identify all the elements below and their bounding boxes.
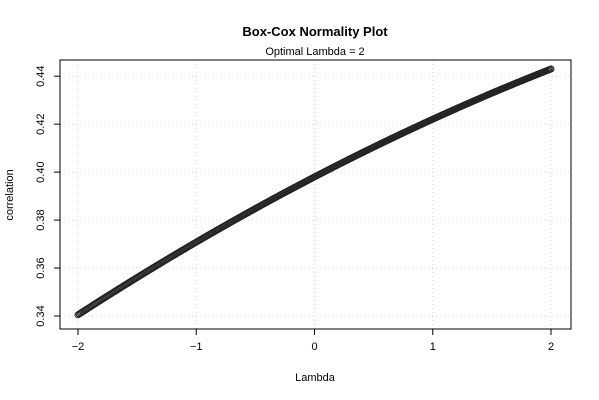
y-tick-label-0: 0.34 <box>35 305 47 326</box>
data-point <box>547 65 555 73</box>
plot-frame <box>59 59 572 330</box>
y-tick-label-3: 0.40 <box>35 161 47 182</box>
y-tick-label-1: 0.36 <box>35 257 47 278</box>
chart-title: Box-Cox Normality Plot <box>242 24 388 39</box>
x-axis: −2 −1 0 1 2 <box>72 329 554 353</box>
y-axis: 0.34 0.36 0.38 0.40 0.42 0.44 <box>35 65 60 327</box>
x-tick-label-1: −1 <box>190 341 203 353</box>
grid <box>60 60 571 329</box>
x-tick-label-0: −2 <box>72 341 85 353</box>
y-tick-label-4: 0.42 <box>35 113 47 134</box>
chart-subtitle: Optimal Lambda = 2 <box>265 46 364 58</box>
x-tick-label-2: 0 <box>311 341 317 353</box>
y-tick-label-2: 0.38 <box>35 209 47 230</box>
x-axis-label: Lambda <box>295 372 336 384</box>
x-tick-label-3: 1 <box>430 341 436 353</box>
data-points <box>74 65 555 319</box>
x-tick-label-4: 2 <box>548 341 554 353</box>
y-tick-label-5: 0.44 <box>35 65 47 86</box>
y-axis-label: correlation <box>4 169 16 220</box>
